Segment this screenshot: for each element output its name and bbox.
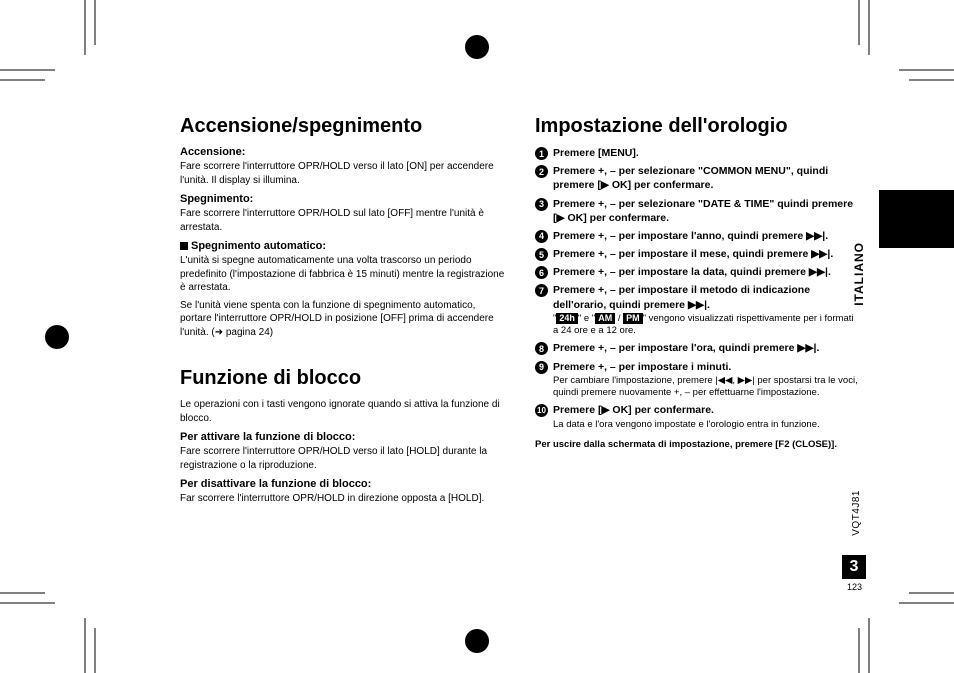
sub-lock-on: Per attivare la funzione di blocco: — [180, 431, 505, 443]
p-auto2: Se l'unità viene spenta con la funzione … — [180, 299, 505, 340]
sub-auto-off: Spegnimento automatico: — [180, 240, 505, 252]
side-black-tab — [879, 190, 954, 248]
step-num-4: 4 — [535, 230, 548, 243]
p-lock-off: Far scorrere l'interruttore OPR/HOLD in … — [180, 492, 505, 506]
step-9-sub: Per cambiare l'impostazione, premere |◀◀… — [553, 375, 860, 400]
step-2: 2Premere +, – per selezionare "COMMON ME… — [535, 164, 860, 192]
right-column: Impostazione dell'orologio 1Premere [MEN… — [535, 115, 860, 510]
step-9: 9 Premere +, – per impostare i minuti. P… — [535, 360, 860, 400]
sub-lock-off: Per disattivare la funzione di blocco: — [180, 478, 505, 490]
p-accensione: Fare scorrere l'interruttore OPR/HOLD ve… — [180, 160, 505, 187]
step-6: 6Premere +, – per impostare la data, qui… — [535, 265, 860, 279]
language-label: ITALIANO — [852, 242, 866, 306]
step-num-9: 9 — [535, 361, 548, 374]
step-1: 1Premere [MENU]. — [535, 146, 860, 160]
step-3: 3Premere +, – per selezionare "DATE & TI… — [535, 197, 860, 225]
sub-accensione: Accensione: — [180, 146, 505, 158]
step-10-sub: La data e l'ora vengono impostate e l'or… — [553, 419, 820, 431]
p-lock-intro: Le operazioni con i tasti vengono ignora… — [180, 398, 505, 425]
step-num-6: 6 — [535, 266, 548, 279]
step-num-3: 3 — [535, 198, 548, 211]
step-8: 8Premere +, – per impostare l'ora, quind… — [535, 341, 860, 355]
badge-pm: PM — [623, 313, 643, 325]
step-10: 10 Premere [▶ OK] per confermare. La dat… — [535, 403, 860, 431]
left-column: Accensione/spegnimento Accensione: Fare … — [180, 115, 505, 510]
page-number-box: 3 — [842, 555, 866, 579]
badge-24h: 24h — [556, 313, 578, 325]
step-num-7: 7 — [535, 284, 548, 297]
page-number-small: 123 — [847, 582, 862, 592]
doc-code: VQT4J81 — [851, 490, 862, 536]
step-num-10: 10 — [535, 404, 548, 417]
step-7: 7 Premere +, – per impostare il metodo d… — [535, 283, 860, 337]
p-spegnimento: Fare scorrere l'interruttore OPR/HOLD su… — [180, 207, 505, 234]
step-num-1: 1 — [535, 147, 548, 160]
exit-note: Per uscire dalla schermata di impostazio… — [535, 439, 860, 452]
page-content: Accensione/spegnimento Accensione: Fare … — [180, 115, 860, 510]
step-num-8: 8 — [535, 342, 548, 355]
step-num-2: 2 — [535, 165, 548, 178]
step-num-5: 5 — [535, 248, 548, 261]
sub-spegnimento: Spegnimento: — [180, 193, 505, 205]
p-lock-on: Fare scorrere l'interruttore OPR/HOLD ve… — [180, 445, 505, 472]
heading-lock: Funzione di blocco — [180, 367, 505, 390]
heading-power: Accensione/spegnimento — [180, 115, 505, 138]
step-4: 4Premere +, – per impostare l'anno, quin… — [535, 229, 860, 243]
badge-am: AM — [595, 313, 615, 325]
heading-clock: Impostazione dell'orologio — [535, 115, 860, 138]
p-auto1: L'unità si spegne automaticamente una vo… — [180, 254, 505, 295]
square-bullet-icon — [180, 242, 188, 250]
step-7-sub: "24h" e "AM / PM" vengono visualizzati r… — [553, 313, 860, 338]
step-5: 5Premere +, – per impostare il mese, qui… — [535, 247, 860, 261]
